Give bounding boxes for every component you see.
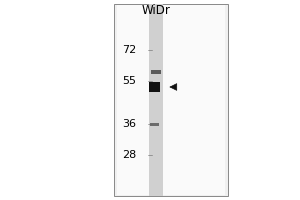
Bar xyxy=(114,4,228,196)
Bar xyxy=(150,122,159,126)
Text: 55: 55 xyxy=(122,76,136,86)
Bar xyxy=(151,70,161,74)
Bar xyxy=(117,5,225,195)
Bar xyxy=(149,4,163,196)
Text: 36: 36 xyxy=(122,119,136,129)
Text: 72: 72 xyxy=(122,45,136,55)
Text: 28: 28 xyxy=(122,150,136,160)
Text: WiDr: WiDr xyxy=(142,3,170,17)
Bar xyxy=(149,82,160,92)
